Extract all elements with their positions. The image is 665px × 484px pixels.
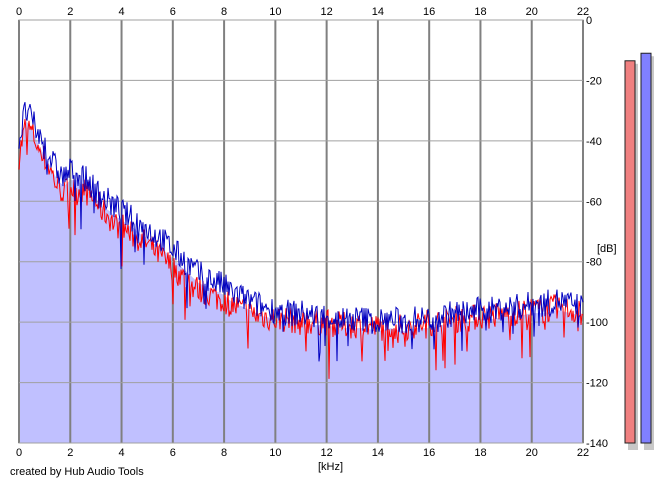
x-tick-label-top: 0 xyxy=(16,6,22,18)
x-tick-labels-bottom: 0 2 4 6 8 10 12 14 16 18 20 22 xyxy=(16,447,589,459)
level-meter-bar xyxy=(624,60,636,444)
y-tick-labels: 0 -20 -40 -60 -80 -100 -120 -140 xyxy=(586,15,608,450)
spectrum-area xyxy=(19,120,583,444)
x-tick-label-top: 20 xyxy=(526,6,538,18)
x-tick-label-bottom: 16 xyxy=(423,447,435,459)
x-tick-label-bottom: 0 xyxy=(16,447,22,459)
credit-text: created by Hub Audio Tools xyxy=(10,466,144,478)
y-tick-label: -100 xyxy=(586,317,608,329)
y-tick-label: -40 xyxy=(586,136,602,148)
x-tick-label-bottom: 10 xyxy=(269,447,281,459)
x-tick-label-top: 4 xyxy=(118,6,124,18)
y-tick-label: -60 xyxy=(586,196,602,208)
x-tick-label-top: 2 xyxy=(67,6,73,18)
x-tick-label-bottom: 18 xyxy=(474,447,486,459)
x-tick-label-bottom: 22 xyxy=(577,447,589,459)
series-lines xyxy=(18,102,584,379)
x-tick-label-top: 18 xyxy=(474,6,486,18)
spectrum-fill xyxy=(19,120,583,444)
y-tick-label: -140 xyxy=(586,438,608,450)
x-tick-label-top: 10 xyxy=(269,6,281,18)
y-tick-label: -80 xyxy=(586,257,602,269)
level-meter-bar xyxy=(640,52,652,444)
x-tick-label-bottom: 12 xyxy=(321,447,333,459)
x-tick-label-top: 8 xyxy=(221,6,227,18)
x-tick-label-bottom: 20 xyxy=(526,447,538,459)
y-tick-label: -20 xyxy=(586,75,602,87)
x-tick-label-bottom: 2 xyxy=(67,447,73,459)
level-meters xyxy=(624,52,654,451)
series-line-2 xyxy=(18,102,584,362)
x-tick-label-bottom: 8 xyxy=(221,447,227,459)
x-tick-label-top: 6 xyxy=(170,6,176,18)
x-tick-label-bottom: 4 xyxy=(118,447,124,459)
y-tick-label: 0 xyxy=(586,15,592,27)
y-axis-label: [dB] xyxy=(597,243,617,255)
x-axis-label: [kHz] xyxy=(318,461,343,473)
y-tick-label: -120 xyxy=(586,378,608,390)
x-tick-labels-top: 0 2 4 6 8 10 12 14 16 18 20 22 xyxy=(16,6,589,18)
x-tick-label-top: 12 xyxy=(321,6,333,18)
x-tick-label-bottom: 6 xyxy=(170,447,176,459)
x-tick-label-top: 22 xyxy=(577,6,589,18)
x-tick-label-top: 16 xyxy=(423,6,435,18)
x-tick-label-bottom: 14 xyxy=(372,447,384,459)
x-tick-label-top: 14 xyxy=(372,6,384,18)
